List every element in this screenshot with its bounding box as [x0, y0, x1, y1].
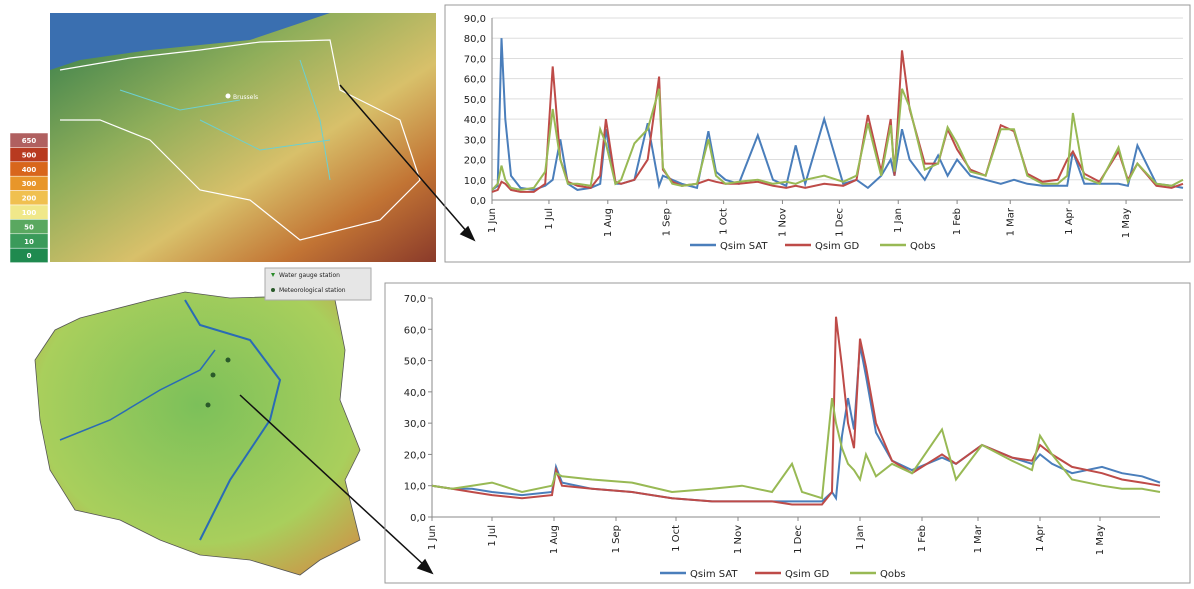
legend-text: 200 [22, 195, 37, 203]
legend-text: 400 [22, 166, 37, 174]
legend-text: 10 [24, 238, 34, 246]
y-tick-label: 0,0 [410, 513, 426, 524]
figure: Brussels 65050040030020010050100 Water g… [0, 0, 1194, 584]
x-tick-label: 1 Mar [973, 524, 984, 553]
x-tick-label: 1 Dec [793, 525, 804, 554]
y-tick-label: 0,0 [470, 196, 486, 207]
y-tick-label: 50,0 [464, 95, 486, 106]
x-tick-label: 1 Jun [487, 208, 498, 233]
y-tick-label: 50,0 [404, 357, 426, 368]
y-tick-label: 10,0 [464, 176, 486, 187]
legend-label: Qsim GD [785, 569, 830, 580]
legend-label: Qsim GD [815, 241, 860, 252]
legend-text: 300 [22, 180, 37, 188]
y-tick-label: 90,0 [464, 14, 486, 25]
x-tick-label: 1 May [1121, 208, 1132, 238]
y-tick-label: 80,0 [464, 34, 486, 45]
y-tick-label: 20,0 [404, 450, 426, 461]
y-tick-label: 30,0 [404, 419, 426, 430]
map-legend-text: Meteorological station [279, 287, 346, 294]
y-tick-label: 60,0 [404, 325, 426, 336]
x-tick-label: 1 Feb [952, 208, 963, 235]
x-tick-label: 1 Oct [719, 208, 730, 235]
x-tick-label: 1 Nov [733, 525, 744, 554]
x-tick-label: 1 Aug [549, 525, 560, 554]
x-tick-label: 1 May [1095, 525, 1106, 555]
city-label: Brussels [233, 94, 258, 101]
map-legend-text: Water gauge station [279, 272, 340, 279]
x-tick-label: 1 Aug [603, 208, 614, 237]
legend-text: 500 [22, 151, 37, 159]
y-tick-label: 30,0 [464, 135, 486, 146]
legend-label: Qsim SAT [720, 241, 768, 252]
x-tick-label: 1 Oct [671, 525, 682, 552]
x-tick-label: 1 Jul [544, 208, 555, 230]
legend-label: Qobs [880, 569, 906, 580]
x-tick-label: 1 Sep [611, 525, 622, 553]
y-tick-label: 10,0 [404, 482, 426, 493]
x-tick-label: 1 Jun [427, 525, 438, 550]
legend-label: Qobs [910, 241, 936, 252]
x-tick-label: 1 Nov [777, 208, 788, 237]
x-tick-label: 1 Feb [917, 525, 928, 552]
legend-text: 650 [22, 137, 37, 145]
x-tick-label: 1 Mar [1005, 207, 1016, 236]
top-map: Brussels [50, 13, 436, 262]
y-tick-label: 70,0 [404, 294, 426, 305]
x-tick-label: 1 Dec [834, 208, 845, 237]
legend-label: Qsim SAT [690, 569, 738, 580]
legend-text: 100 [22, 209, 37, 217]
x-tick-label: 1 Sep [662, 208, 673, 236]
legend-text: 0 [27, 252, 32, 260]
y-tick-label: 40,0 [404, 388, 426, 399]
page: {"maps": {"top": {"city": "Brussels", "l… [0, 0, 1194, 584]
x-tick-label: 1 Jan [855, 525, 866, 550]
y-tick-label: 60,0 [464, 75, 486, 86]
x-tick-label: 1 Apr [1064, 207, 1075, 235]
y-tick-label: 70,0 [464, 54, 486, 65]
series-line [432, 398, 1160, 498]
x-tick-label: 1 Jan [893, 208, 904, 233]
chart-frame [385, 283, 1190, 583]
y-tick-label: 40,0 [464, 115, 486, 126]
y-tick-label: 20,0 [464, 156, 486, 167]
x-tick-label: 1 Jul [487, 525, 498, 547]
x-tick-label: 1 Apr [1035, 524, 1046, 552]
legend-text: 50 [24, 223, 34, 231]
bottom-map: Water gauge station Meteorological stati… [35, 268, 371, 575]
series-line [492, 38, 1183, 190]
